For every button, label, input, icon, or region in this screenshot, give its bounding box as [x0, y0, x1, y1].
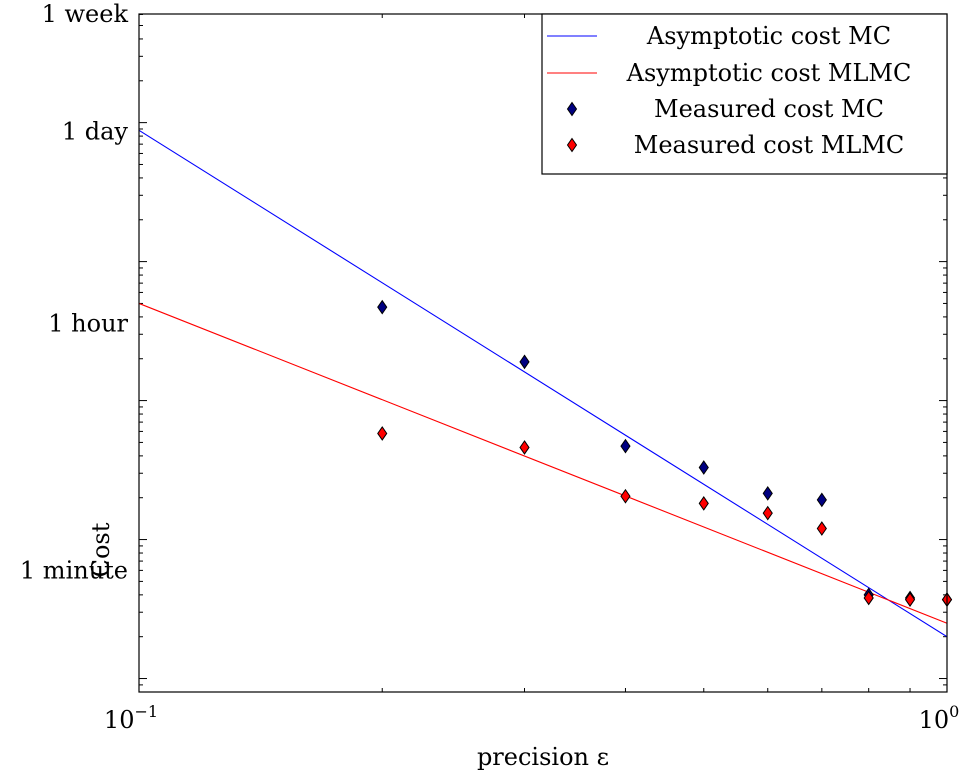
y-tick-label: 1 day — [62, 117, 129, 145]
legend-swatch — [566, 137, 578, 153]
legend-label: Measured cost MC — [654, 95, 884, 123]
y-tick-label: 1 hour — [48, 309, 128, 337]
data-point-series-2 — [816, 492, 827, 508]
legend-label: Asymptotic cost MLMC — [626, 59, 912, 87]
series-lines — [138, 129, 948, 638]
data-point-series-2 — [519, 354, 530, 370]
legend: Asymptotic cost MC Asymptotic cost MLMC Me… — [541, 13, 948, 175]
data-point-series-3 — [816, 521, 827, 536]
y-tick-labels: 1 week 1 day 1 hour 1 minute — [20, 0, 129, 584]
legend-box — [541, 13, 948, 175]
y-tick-label: 1 minute — [20, 556, 128, 584]
legend-label: Measured cost MLMC — [634, 131, 904, 159]
x-tick-labels: 10−1 100 — [104, 702, 959, 734]
data-point-series-2 — [698, 460, 709, 475]
y-axis-label: Cost — [87, 522, 115, 577]
series-markers — [377, 299, 953, 607]
data-point-series-3 — [620, 488, 631, 504]
series-line-0 — [138, 129, 948, 638]
data-point-series-3 — [377, 426, 388, 441]
data-point-series-2 — [620, 438, 631, 454]
data-point-series-2 — [377, 299, 388, 315]
data-point-series-3 — [698, 496, 709, 511]
data-point-series-3 — [904, 592, 916, 607]
data-point-series-3 — [762, 505, 773, 521]
legend-label: Asymptotic cost MC — [646, 22, 891, 50]
x-tick-label: 10−1 — [104, 702, 158, 734]
data-point-series-3 — [519, 440, 530, 455]
y-tick-label: 1 week — [42, 0, 129, 28]
data-point-series-3 — [863, 590, 874, 606]
legend-swatch — [566, 101, 578, 117]
x-axis-label: precision ε — [477, 743, 609, 771]
series-line-1 — [138, 302, 948, 624]
x-tick-label: 100 — [919, 702, 960, 734]
data-point-series-2 — [762, 485, 773, 501]
